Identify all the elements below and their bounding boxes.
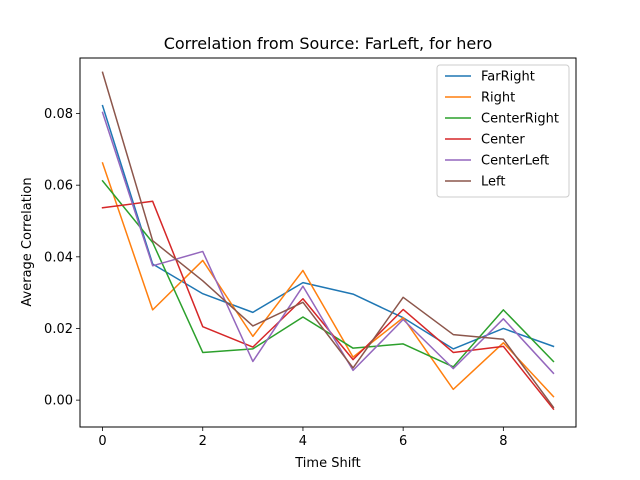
y-tick-label: 0.06 bbox=[44, 179, 73, 194]
x-tick-label: 0 bbox=[98, 434, 106, 449]
legend-label-left: Left bbox=[481, 175, 505, 190]
y-axis-label: Average Correlation bbox=[20, 177, 35, 306]
legend-box bbox=[436, 64, 570, 198]
x-axis: 0 2 4 6 8 bbox=[98, 427, 507, 449]
x-tick-label: 6 bbox=[399, 434, 407, 449]
legend-label-centerright: CenterRight bbox=[481, 112, 559, 127]
x-tick-label: 2 bbox=[199, 434, 207, 449]
legend-label-right: Right bbox=[481, 91, 515, 106]
y-tick-label: 0.08 bbox=[44, 107, 73, 122]
y-axis: 0.00 0.02 0.04 0.06 0.08 bbox=[44, 107, 80, 409]
plot-frame bbox=[79, 57, 577, 428]
x-axis-label: Time Shift bbox=[294, 456, 361, 471]
series-line-left bbox=[101, 71, 555, 409]
y-tick-label: 0.04 bbox=[44, 250, 73, 265]
series-line-centerright bbox=[101, 179, 555, 368]
legend-label-farright: FarRight bbox=[481, 70, 535, 85]
series-line-right bbox=[101, 162, 555, 398]
series-line-center bbox=[101, 200, 555, 411]
plot-lines bbox=[101, 71, 555, 411]
legend-label-center: Center bbox=[481, 133, 525, 148]
y-tick-label: 0.00 bbox=[44, 394, 73, 409]
legend-label-centerleft: CenterLeft bbox=[481, 154, 549, 169]
series-line-centerleft bbox=[101, 111, 555, 375]
y-tick-label: 0.02 bbox=[44, 322, 73, 337]
x-tick-label: 4 bbox=[299, 434, 307, 449]
x-tick-label: 8 bbox=[499, 434, 507, 449]
chart-title: Correlation from Source: FarLeft, for he… bbox=[164, 34, 493, 53]
legend: FarRight Right CenterRight Center CenterLeft… bbox=[436, 64, 570, 198]
